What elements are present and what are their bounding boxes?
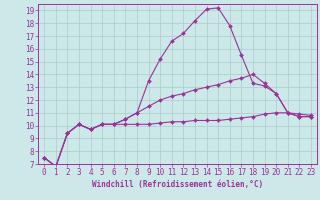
X-axis label: Windchill (Refroidissement éolien,°C): Windchill (Refroidissement éolien,°C) — [92, 180, 263, 189]
